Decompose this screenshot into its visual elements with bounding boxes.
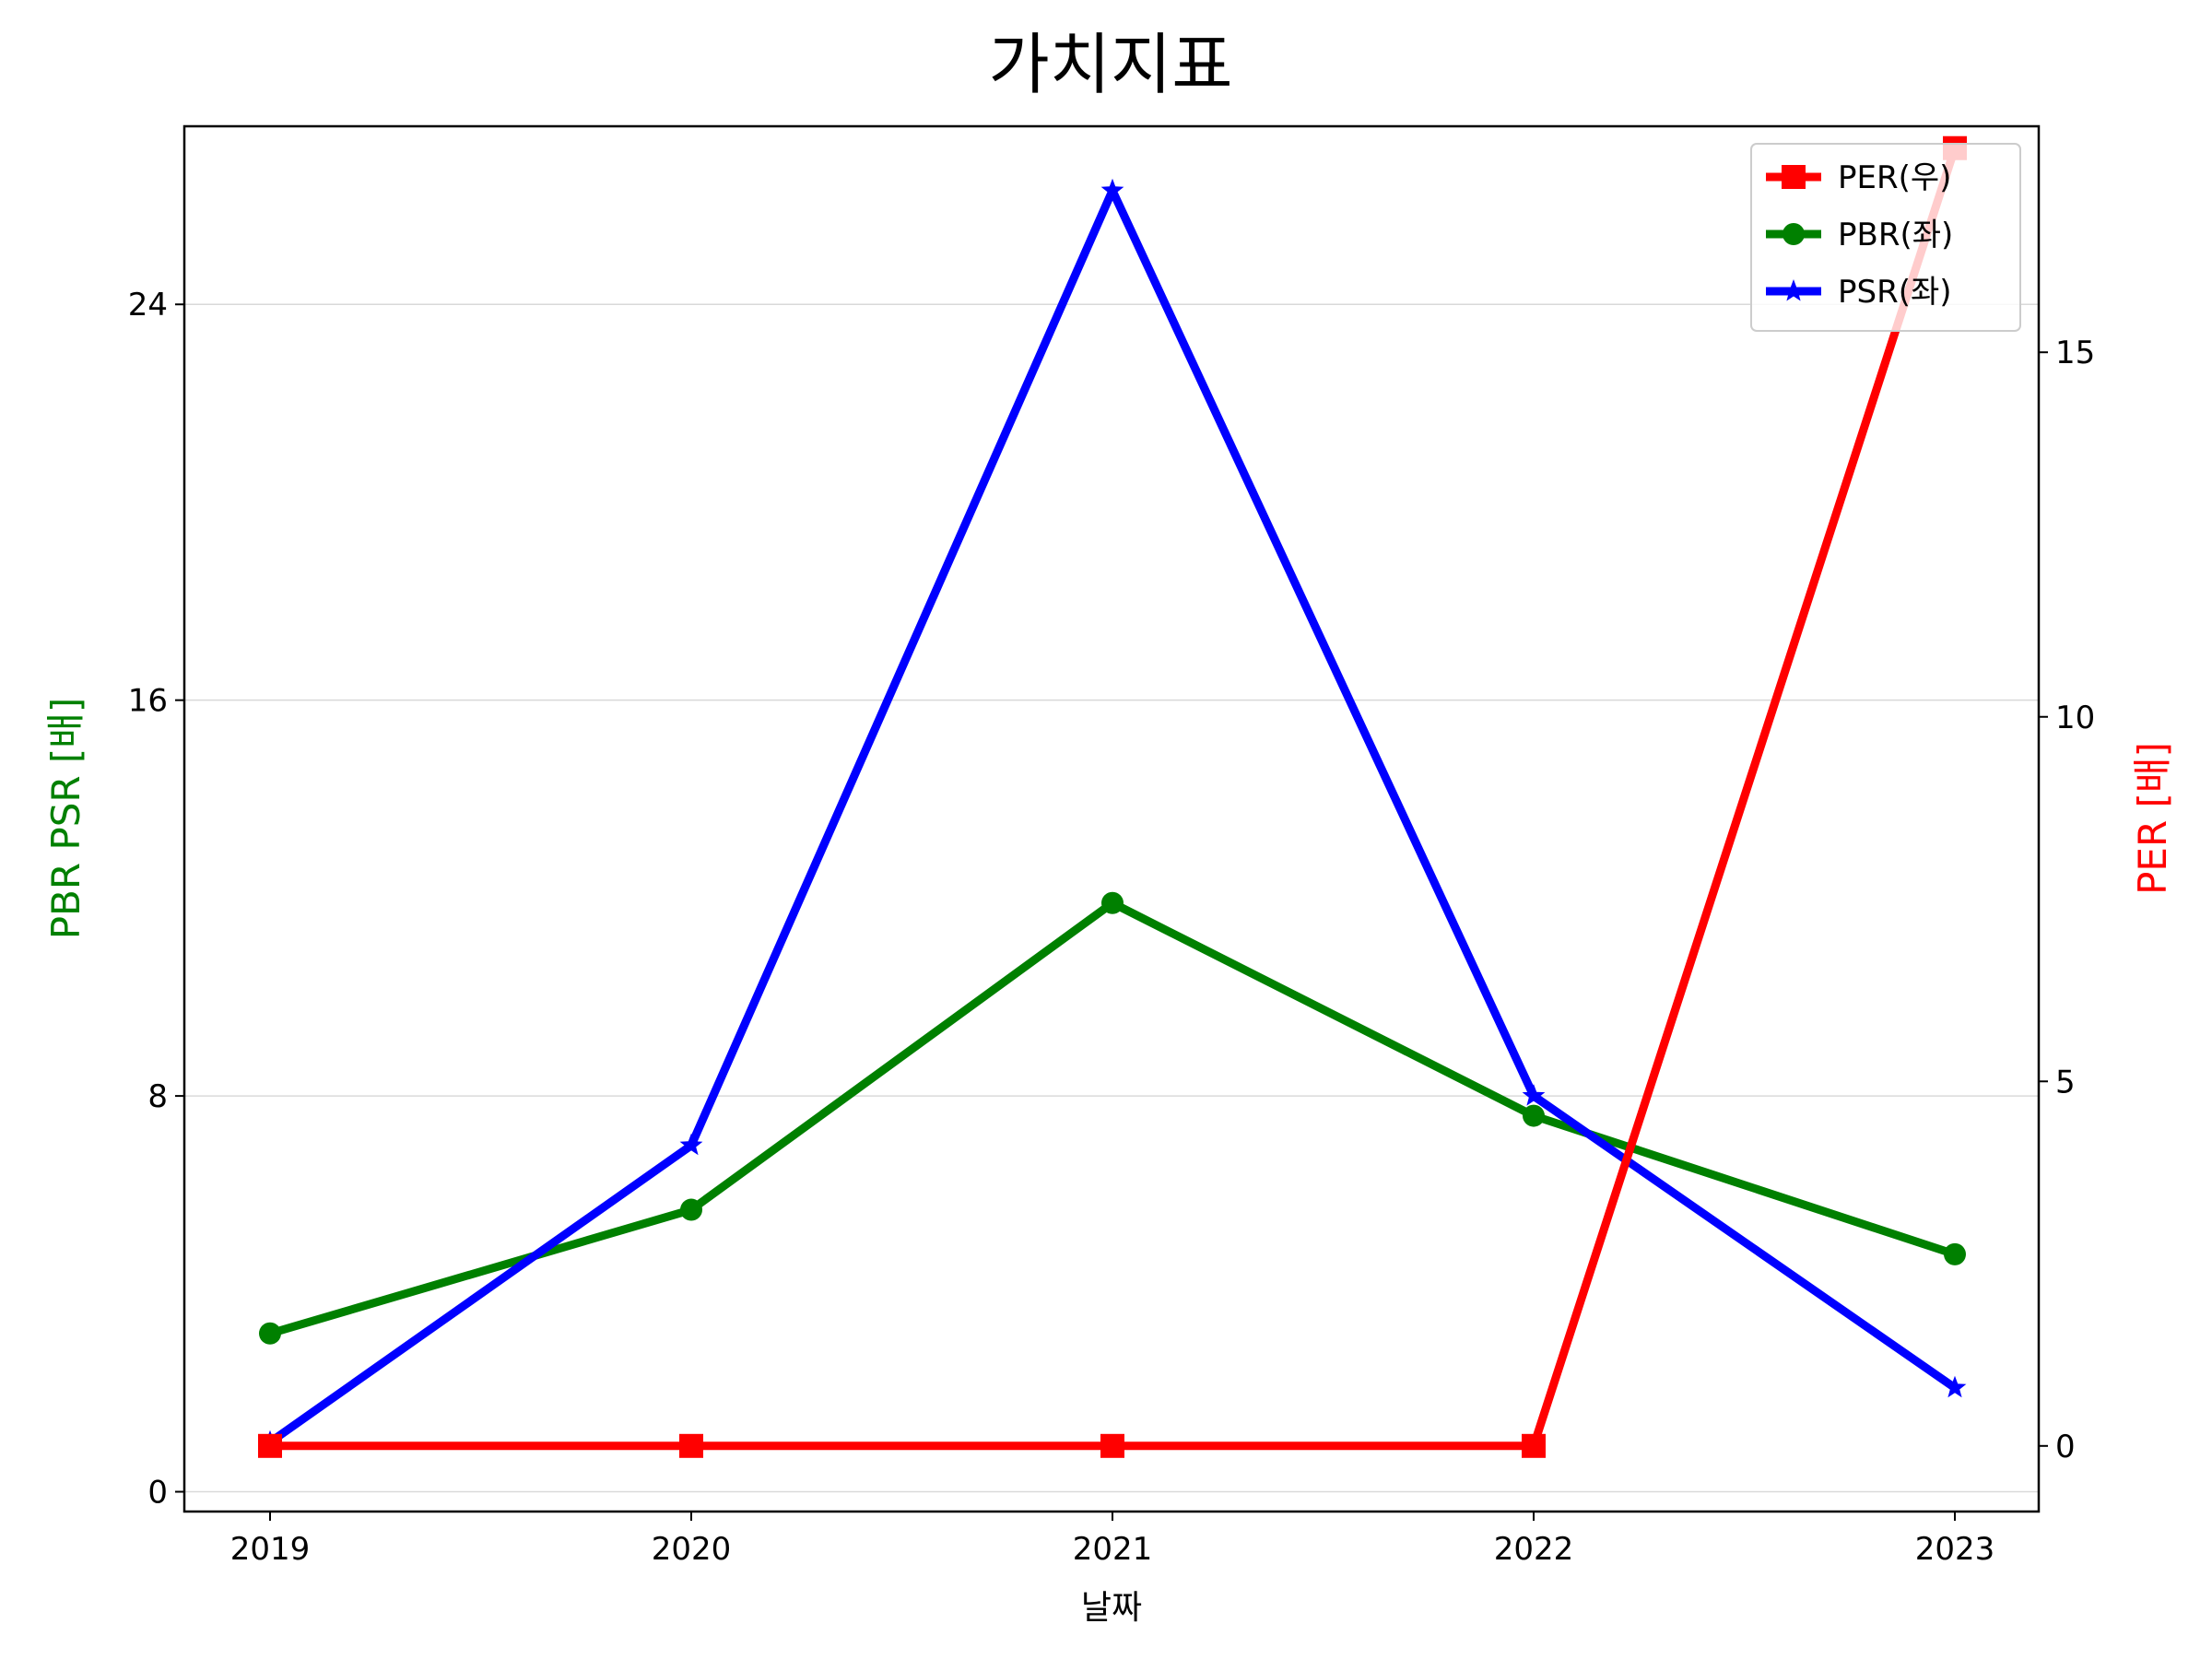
data-point-1 [680,1199,702,1221]
left-tick-label-2: 16 [128,683,168,720]
right-tick-label-0: 0 [2055,1429,2076,1465]
left-tick-label-3: 24 [128,287,168,324]
right-tick-label-2: 10 [2055,700,2095,736]
legend-marker [1782,165,1806,189]
data-point-4 [1944,1243,1966,1265]
data-point-2 [1101,892,1124,914]
right-tick-label-1: 5 [2055,1064,2076,1100]
data-point-3 [1522,1434,1546,1458]
series-PBR(좌) [259,892,1966,1345]
legend-label: PSR(좌) [1838,274,1952,311]
x-axis: 2019 2020 2021 2022 2023 [230,1512,1995,1568]
legend-label: PBR(좌) [1838,217,1953,253]
x-tick-label-2: 2021 [1073,1531,1153,1568]
right-axis: 0 5 10 15 [2039,335,2095,1465]
left-tick-label-1: 8 [147,1078,168,1115]
data-point-2 [1100,1434,1124,1458]
left-tick-label-0: 0 [147,1475,168,1512]
legend-label: PER(우) [1838,159,1951,196]
left-axis: 0 8 16 24 [128,287,184,1511]
series-line [270,148,1955,1446]
right-tick-label-3: 15 [2055,335,2095,371]
x-axis-label: 날짜 [1081,1589,1142,1627]
x-tick-label-3: 2022 [1494,1531,1574,1568]
right-axis-label: PER [배] [2130,742,2175,895]
x-tick-label-0: 2019 [230,1531,311,1568]
legend: PER(우) PBR(좌) PSR(좌) [1751,144,2020,331]
series-layer [258,136,1967,1458]
x-tick-label-4: 2023 [1915,1531,1995,1568]
left-axis-label: PBR PSR [배] [43,698,88,940]
data-point-0 [258,1434,282,1458]
chart-title: 가치지표 [989,26,1233,103]
x-tick-label-1: 2020 [652,1531,732,1568]
series-line [270,191,1955,1442]
data-point-0 [259,1323,281,1345]
data-point-3 [1523,1105,1545,1127]
data-point-1 [679,1434,703,1458]
legend-marker [1783,223,1805,245]
